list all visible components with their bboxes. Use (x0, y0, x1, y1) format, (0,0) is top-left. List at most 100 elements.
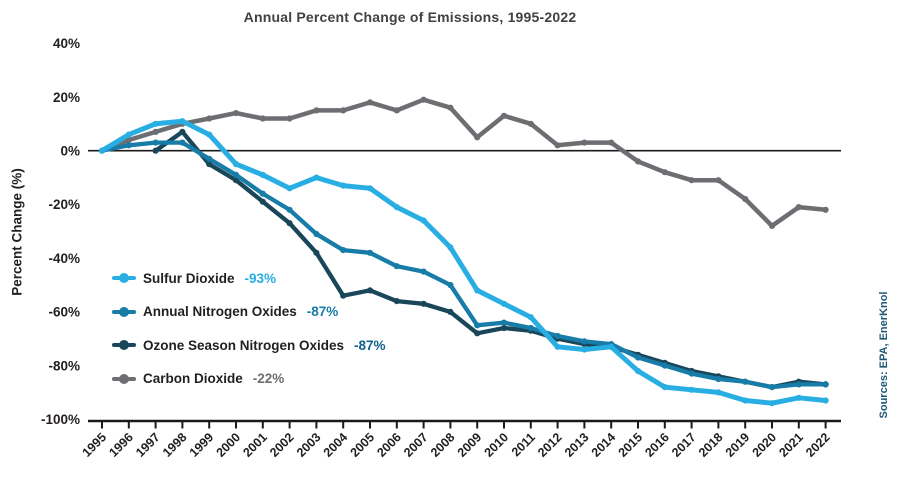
data-point (634, 367, 642, 375)
y-tick-label: 20% (53, 90, 80, 105)
line-marker-icon (112, 273, 136, 283)
data-point (768, 400, 776, 407)
data-point (581, 139, 588, 146)
x-tick-label: 1999 (187, 430, 217, 460)
x-tick-label: 2000 (214, 430, 244, 460)
y-tick-label: 0% (60, 144, 80, 159)
data-point (822, 397, 829, 404)
y-tick-label: -20% (48, 197, 80, 212)
data-point (742, 195, 749, 203)
data-point (206, 161, 213, 168)
data-point (179, 139, 186, 146)
x-tick-label: 2001 (240, 430, 270, 460)
data-point (474, 134, 481, 141)
legend-item-carbon-dioxide: Carbon Dioxide -22% (112, 371, 386, 387)
data-point (447, 308, 454, 315)
data-point (474, 287, 481, 294)
x-tick-label: 2007 (401, 430, 431, 460)
data-point (286, 220, 293, 227)
legend-value: -87% (354, 337, 386, 353)
data-point (125, 142, 132, 149)
legend-item-sulfur-dioxide: Sulfur Dioxide -93% (112, 270, 386, 286)
data-point (313, 174, 320, 181)
data-point (500, 112, 508, 119)
x-tick-label: 2013 (562, 430, 592, 460)
data-point (634, 354, 642, 361)
data-point (715, 389, 722, 396)
series-line-3 (99, 97, 828, 229)
legend-item-ozone-season-nitrogen-oxides: Ozone Season Nitrogen Oxides -87% (112, 337, 386, 353)
data-point (554, 343, 561, 350)
data-point (500, 300, 508, 307)
data-point (232, 177, 240, 184)
x-tick-label: 2005 (348, 430, 378, 460)
data-point (420, 268, 427, 275)
data-point (98, 147, 106, 154)
data-point (527, 120, 534, 127)
data-point (206, 115, 213, 122)
line-marker-icon (112, 373, 136, 384)
data-point (366, 99, 374, 106)
data-point (688, 177, 695, 184)
legend-label: Ozone Season Nitrogen Oxides (143, 337, 345, 353)
data-point (152, 128, 159, 135)
data-point (286, 206, 293, 213)
x-tick-label: 2012 (535, 430, 565, 460)
x-tick-label: 2015 (616, 430, 646, 460)
data-point (286, 185, 293, 192)
x-tick-label: 2002 (267, 430, 297, 460)
series-line-0 (99, 118, 829, 406)
data-point (742, 378, 749, 385)
data-point (206, 131, 213, 138)
data-point (366, 249, 374, 256)
y-tick-label: -60% (48, 305, 80, 320)
data-point (366, 287, 374, 294)
data-point (447, 104, 454, 111)
data-point (768, 384, 776, 391)
data-point (366, 185, 374, 192)
data-point (688, 386, 695, 393)
x-tick-label: 2009 (455, 430, 485, 460)
x-tick-label: 2017 (669, 430, 699, 460)
series-line-2 (153, 129, 828, 390)
data-point (179, 118, 186, 125)
data-point (447, 281, 454, 289)
data-point (420, 300, 427, 307)
x-tick-label: 2022 (803, 430, 833, 460)
data-point (152, 147, 159, 154)
x-tick-label: 1997 (133, 430, 163, 460)
x-tick-label: 2004 (321, 430, 351, 460)
data-point (393, 107, 400, 114)
data-point (634, 158, 642, 165)
legend-item-annual-nitrogen-oxides: Annual Nitrogen Oxides -87% (112, 304, 386, 320)
chart-title: Annual Percent Change of Emissions, 1995… (243, 9, 577, 25)
data-point (715, 375, 722, 383)
data-point (768, 222, 776, 229)
data-point (420, 217, 427, 224)
x-tick-label: 2006 (374, 430, 404, 460)
data-point (286, 115, 293, 122)
legend: Sulfur Dioxide -93% Annual Nitrogen Oxid… (112, 270, 386, 387)
data-point (393, 298, 400, 305)
x-tick-label: 1996 (106, 430, 136, 460)
data-point (259, 198, 266, 205)
x-tick-label: 1995 (80, 430, 110, 460)
data-point (232, 161, 240, 168)
data-point (206, 155, 213, 162)
line-marker-icon (112, 306, 136, 317)
data-point (152, 139, 159, 146)
legend-value: -87% (306, 304, 339, 319)
data-point (527, 314, 534, 321)
data-point (554, 332, 561, 340)
x-tick-label: 2011 (509, 430, 538, 459)
data-point (340, 182, 347, 189)
data-point (125, 136, 132, 144)
data-point (822, 381, 829, 388)
data-point (179, 128, 186, 135)
data-point (259, 190, 266, 197)
data-point (554, 142, 561, 149)
data-point (420, 96, 427, 103)
source-note: Sources: EPA, EnerKnol (878, 291, 890, 419)
data-point (340, 247, 347, 254)
